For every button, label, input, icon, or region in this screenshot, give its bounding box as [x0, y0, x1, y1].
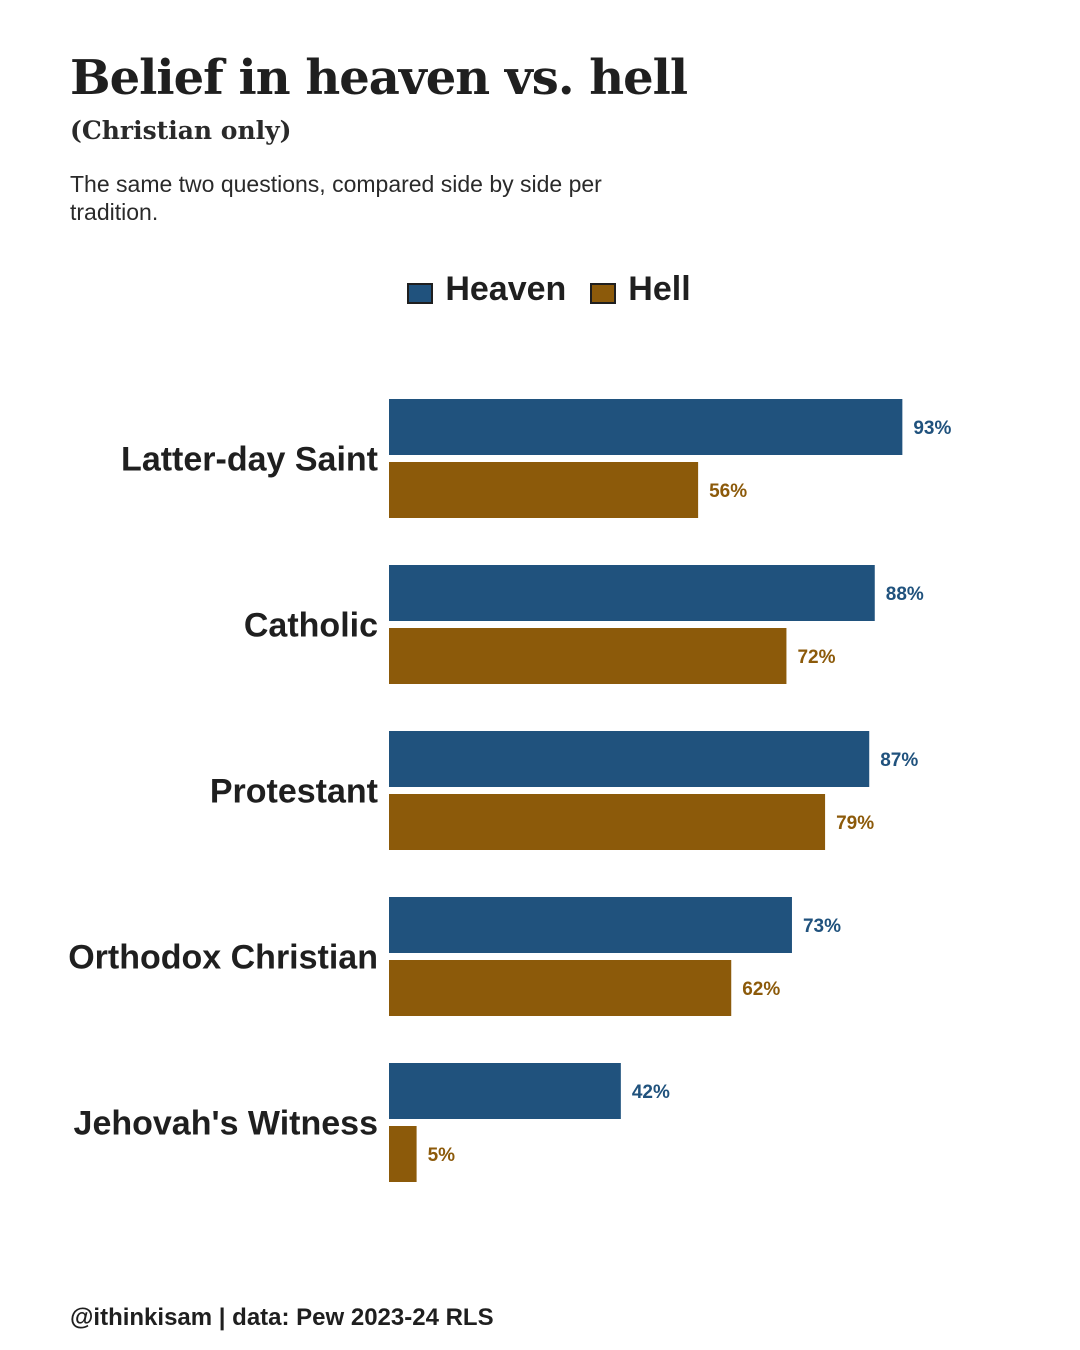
- legend-label-hell: Hell: [628, 270, 691, 308]
- bar-heaven: [389, 897, 792, 953]
- bar-heaven: [389, 731, 870, 787]
- chart-description: The same two questions, compared side by…: [70, 171, 602, 225]
- value-label-heaven: 42%: [632, 1082, 670, 1103]
- category-label: Latter-day Saint: [121, 441, 378, 479]
- bar-hell: [389, 462, 699, 518]
- category-label: Protestant: [210, 773, 378, 811]
- bar-hell: [389, 794, 826, 850]
- value-label-hell: 79%: [836, 813, 874, 834]
- value-label-heaven: 93%: [913, 418, 951, 439]
- bar-group-orthodox-christian: Orthodox Christian 73% 62%: [68, 897, 841, 1016]
- bar-group-jehovah-s-witness: Jehovah's Witness 42% 5%: [74, 1063, 670, 1182]
- bar-group-protestant: Protestant 87% 79%: [210, 731, 918, 850]
- chart-subtitle: (Christian only): [70, 116, 292, 145]
- bar-hell: [389, 1126, 417, 1182]
- bar-group-catholic: Catholic 88% 72%: [244, 565, 924, 684]
- value-label-heaven: 87%: [880, 750, 918, 771]
- category-label: Jehovah's Witness: [74, 1105, 378, 1143]
- bar-hell: [389, 960, 732, 1016]
- legend-item-heaven: Heaven: [407, 270, 566, 309]
- chart-title: Belief in heaven vs. hell: [70, 50, 688, 106]
- value-label-hell: 56%: [709, 481, 747, 502]
- category-label: Orthodox Christian: [68, 939, 378, 977]
- bar-heaven: [389, 1063, 621, 1119]
- value-label-heaven: 73%: [803, 916, 841, 937]
- legend-item-hell: Hell: [590, 270, 691, 309]
- value-label-heaven: 88%: [886, 584, 924, 605]
- chart-caption: @ithinkisam | data: Pew 2023-24 RLS: [70, 1304, 494, 1331]
- legend-swatch-hell: [590, 283, 617, 304]
- bar-heaven: [389, 399, 903, 455]
- value-label-hell: 5%: [428, 1145, 456, 1166]
- value-label-hell: 72%: [797, 647, 835, 668]
- legend-label-heaven: Heaven: [445, 270, 567, 308]
- chart-legend: Heaven Hell: [0, 270, 1080, 309]
- value-label-hell: 62%: [742, 979, 780, 1000]
- bar-group-latter-day-saint: Latter-day Saint 93% 56%: [121, 399, 951, 518]
- category-label: Catholic: [244, 607, 378, 645]
- bar-heaven: [389, 565, 875, 621]
- bar-hell: [389, 628, 787, 684]
- legend-swatch-heaven: [407, 283, 434, 304]
